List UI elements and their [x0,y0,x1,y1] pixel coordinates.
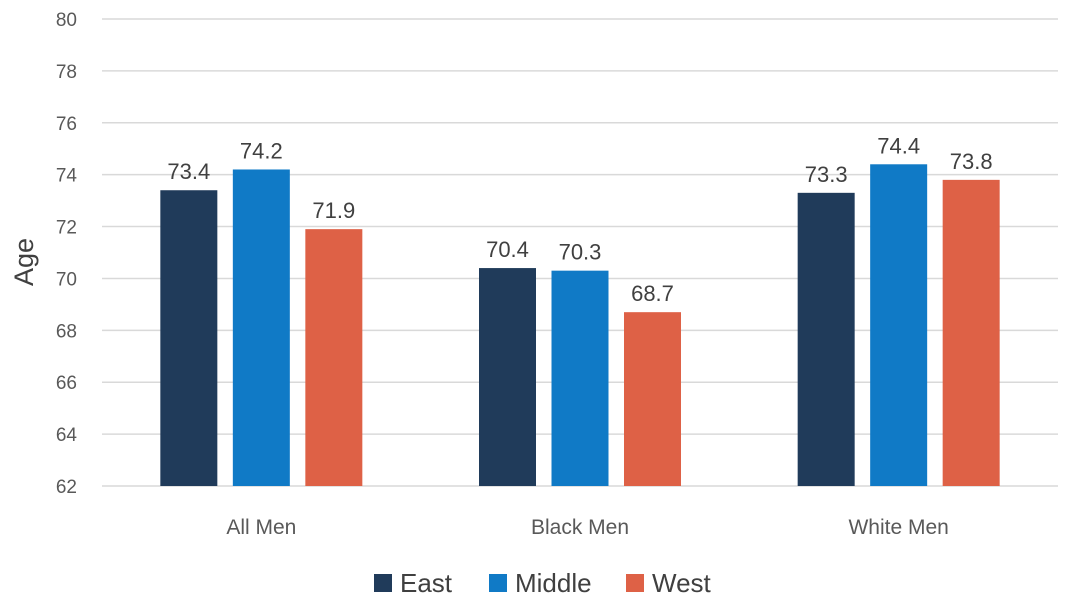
y-tick-label: 74 [56,166,78,187]
data-labels: 73.4 74.2 71.9 70.4 70.3 68.7 73.3 74.4 73.8 [167,133,992,306]
y-tick-label: 78 [56,62,77,83]
data-label: 73.3 [805,162,848,187]
data-label: 74.2 [240,138,283,163]
bar [942,179,1000,486]
legend-swatch [626,574,644,592]
legend: East Middle West [374,568,712,597]
legend-label: West [652,568,712,597]
y-tick-label: 72 [56,218,77,239]
y-tick-label: 64 [56,425,78,446]
bar [870,164,928,487]
data-label: 73.4 [167,159,210,184]
y-tick-label: 68 [56,321,77,342]
x-axis-ticks: All Men Black Men White Men [226,516,949,539]
bar [479,268,536,486]
data-label: 70.4 [486,237,529,262]
data-label: 73.8 [950,149,993,174]
x-tick-label: Black Men [531,516,629,539]
x-tick-label: White Men [848,516,948,539]
bar [160,190,218,486]
data-label: 74.4 [877,133,920,158]
legend-label: East [400,568,453,597]
bar [624,312,681,486]
legend-swatch [374,574,392,592]
y-axis-label: Age [9,238,39,286]
y-tick-label: 80 [56,10,77,31]
y-tick-label: 70 [56,269,77,290]
bar [797,192,855,487]
bar [551,270,609,486]
bar [305,229,363,486]
x-tick-label: All Men [226,516,296,539]
y-axis-ticks: 62 64 66 68 70 72 74 76 78 80 [56,10,78,498]
bars [160,164,1000,487]
bar [232,169,290,486]
y-tick-label: 76 [56,114,77,135]
legend-label: Middle [515,568,592,597]
y-tick-label: 62 [56,477,77,498]
data-label: 68.7 [631,281,674,306]
legend-swatch [489,574,507,592]
data-label: 71.9 [312,198,355,223]
data-label: 70.3 [559,240,602,265]
y-tick-label: 66 [56,373,77,394]
